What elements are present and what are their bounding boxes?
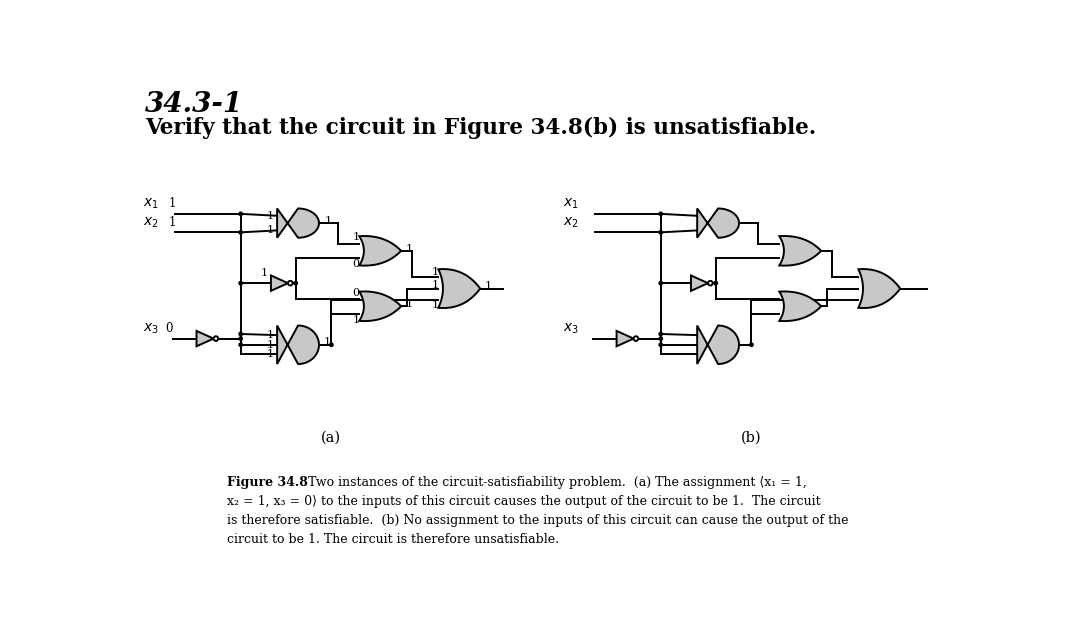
Text: 34.3-1: 34.3-1 (146, 91, 244, 118)
Circle shape (239, 337, 243, 340)
Circle shape (288, 281, 292, 285)
Polygon shape (439, 269, 480, 308)
Text: 1: 1 (266, 225, 274, 236)
Circle shape (239, 282, 243, 285)
Circle shape (659, 282, 662, 285)
Polygon shape (779, 291, 821, 321)
Text: 1: 1 (266, 330, 274, 340)
Circle shape (294, 282, 297, 285)
Polygon shape (698, 326, 739, 364)
Text: $x_2$: $x_2$ (563, 215, 579, 230)
Text: 1: 1 (266, 211, 274, 221)
Text: 1: 1 (169, 197, 177, 211)
Circle shape (239, 212, 243, 216)
Text: 1: 1 (266, 340, 274, 349)
Text: 1: 1 (485, 281, 492, 291)
Text: 1: 1 (169, 216, 177, 229)
Text: Figure 34.8: Figure 34.8 (227, 476, 308, 489)
Polygon shape (691, 275, 708, 291)
Polygon shape (779, 236, 821, 266)
Circle shape (714, 282, 718, 285)
Text: 0: 0 (353, 288, 360, 298)
Text: 1: 1 (266, 349, 274, 360)
Text: 1: 1 (406, 243, 412, 253)
Polygon shape (277, 326, 319, 364)
Circle shape (659, 212, 662, 216)
Polygon shape (698, 209, 739, 237)
Circle shape (708, 281, 713, 285)
Text: $x_2$: $x_2$ (142, 215, 158, 230)
Text: (b): (b) (742, 430, 762, 444)
Polygon shape (360, 236, 401, 266)
Text: $x_3$: $x_3$ (142, 321, 158, 336)
Polygon shape (271, 275, 288, 291)
Text: 1: 1 (353, 315, 360, 324)
Text: 0: 0 (166, 322, 173, 335)
Circle shape (633, 336, 639, 341)
Polygon shape (360, 291, 401, 321)
Circle shape (330, 343, 333, 346)
Circle shape (659, 230, 662, 234)
Polygon shape (277, 209, 319, 237)
Circle shape (239, 230, 243, 234)
Text: Two instances of the circuit-satisfiability problem.  (a) The assignment ⟨x₁ = 1: Two instances of the circuit-satisfiabil… (301, 476, 807, 489)
Text: 1: 1 (324, 216, 332, 226)
Text: 1: 1 (353, 232, 360, 243)
Text: $x_1$: $x_1$ (142, 196, 158, 211)
Text: 1: 1 (324, 337, 331, 348)
Circle shape (659, 337, 662, 340)
Circle shape (239, 332, 243, 335)
Circle shape (214, 336, 218, 341)
Polygon shape (858, 269, 900, 308)
Text: 1: 1 (431, 301, 439, 310)
Text: circuit to be 1. The circuit is therefore unsatisfiable.: circuit to be 1. The circuit is therefor… (227, 533, 559, 547)
Text: x₂ = 1, x₃ = 0⟩ to the inputs of this circuit causes the output of the circuit t: x₂ = 1, x₃ = 0⟩ to the inputs of this ci… (227, 495, 821, 508)
Polygon shape (197, 331, 214, 346)
Polygon shape (616, 331, 633, 346)
Text: $x_3$: $x_3$ (563, 321, 579, 336)
Text: (a): (a) (321, 430, 341, 444)
Text: 1: 1 (431, 280, 439, 291)
Text: $x_1$: $x_1$ (563, 196, 579, 211)
Text: Verify that the circuit in Figure 34.8(b) is unsatisfiable.: Verify that the circuit in Figure 34.8(b… (146, 117, 816, 139)
Circle shape (659, 332, 662, 335)
Circle shape (750, 343, 753, 346)
Text: is therefore satisfiable.  (b) No assignment to the inputs of this circuit can c: is therefore satisfiable. (b) No assignm… (227, 514, 849, 527)
Circle shape (239, 343, 243, 346)
Text: 0: 0 (353, 259, 360, 269)
Text: 1: 1 (406, 299, 412, 309)
Text: 1: 1 (431, 267, 439, 276)
Circle shape (659, 343, 662, 346)
Text: 1: 1 (260, 268, 268, 278)
